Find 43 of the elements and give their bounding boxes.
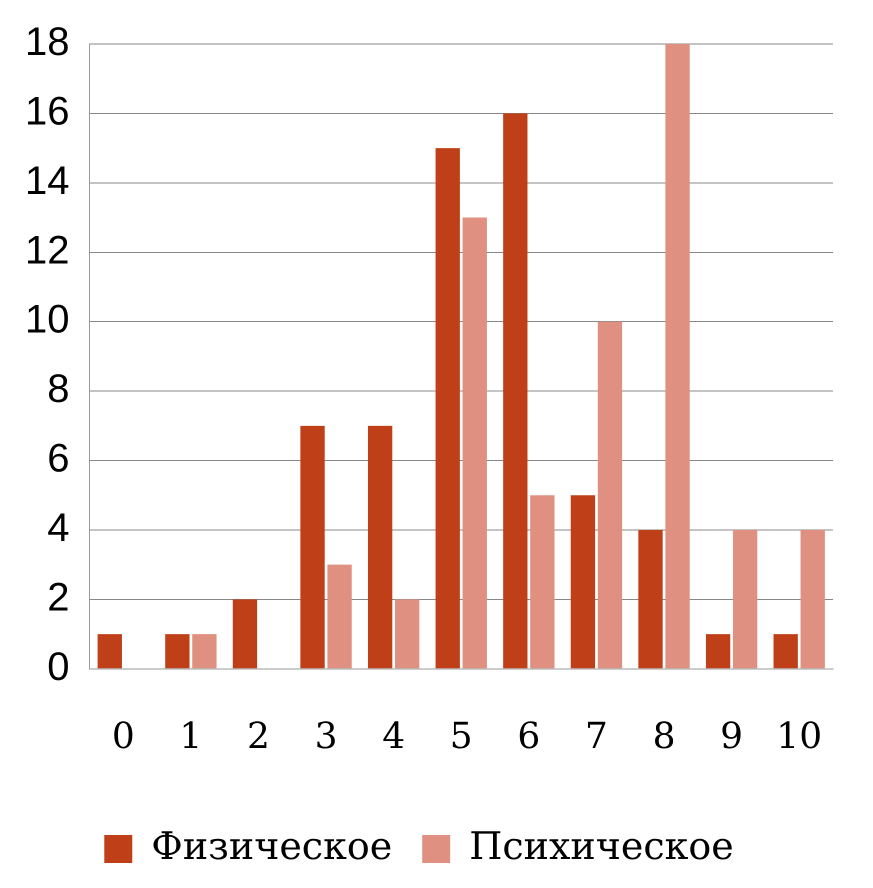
x-tick-label: 0 — [112, 716, 135, 757]
bar — [436, 148, 460, 668]
x-tick-label: 5 — [450, 716, 473, 757]
x-tick-label: 10 — [776, 716, 822, 757]
bar — [368, 426, 392, 668]
bar — [570, 495, 596, 668]
x-tick-label: 8 — [652, 716, 676, 757]
y-tick-label: 0 — [47, 644, 70, 689]
x-tick-label: 3 — [314, 716, 338, 757]
x-tick-label: 2 — [247, 716, 270, 757]
bar — [462, 218, 487, 668]
x-tick-label: 4 — [382, 716, 406, 757]
y-tick-label: 16 — [24, 89, 70, 134]
bar — [665, 44, 690, 668]
x-tick-label: 7 — [584, 716, 608, 757]
y-tick-label: 8 — [47, 367, 70, 412]
bar — [598, 322, 622, 668]
bar — [165, 634, 190, 668]
bar — [192, 634, 217, 668]
bar — [300, 426, 325, 668]
bar — [98, 634, 122, 668]
bar — [774, 634, 798, 668]
x-tick-label: 9 — [720, 716, 744, 757]
legend-label: Физическое — [151, 824, 392, 868]
bar — [530, 495, 555, 668]
y-tick-label: 4 — [47, 506, 70, 550]
y-tick-label: 18 — [24, 20, 70, 64]
bar — [395, 599, 420, 668]
bar — [732, 530, 758, 668]
x-tick-label: 1 — [179, 716, 202, 757]
legend-label: Психическое — [469, 824, 734, 868]
x-tick-label: 6 — [517, 716, 540, 757]
y-tick-label: 10 — [24, 298, 70, 342]
y-tick-label: 2 — [47, 575, 70, 620]
y-tick-label: 14 — [24, 158, 70, 203]
bar — [232, 599, 258, 668]
bar — [503, 113, 528, 668]
bar — [327, 564, 352, 668]
bar — [800, 530, 825, 668]
bar — [638, 530, 663, 668]
y-tick-label: 12 — [24, 228, 70, 272]
y-tick-label: 6 — [47, 436, 70, 481]
bar — [706, 634, 730, 668]
